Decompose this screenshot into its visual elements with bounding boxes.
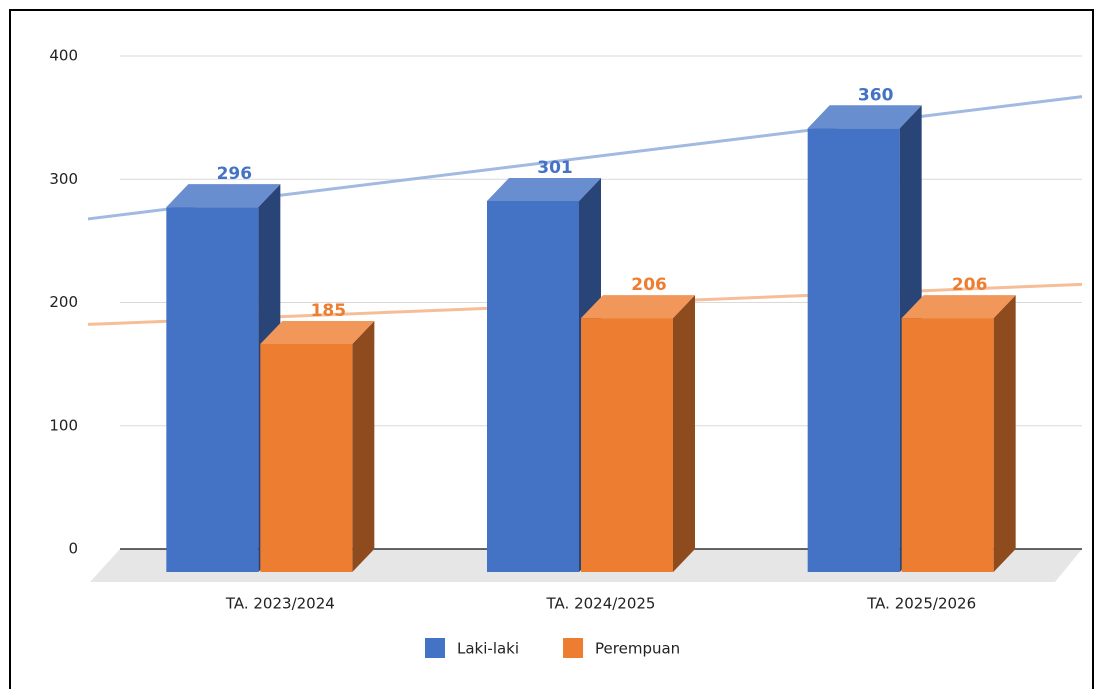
y-tick-label: 100 (49, 416, 78, 434)
bar-top (487, 178, 601, 202)
bar-top (807, 105, 922, 129)
value-label: 185 (311, 301, 347, 321)
value-label: 301 (537, 158, 573, 178)
bar (581, 318, 673, 572)
bar-side (352, 320, 375, 572)
legend-label: Perempuan (595, 640, 680, 658)
value-label: 296 (217, 164, 253, 184)
x-tick-label: TA. 2024/2025 (546, 595, 656, 613)
bar-side (993, 295, 1016, 572)
bar (487, 201, 579, 572)
y-tick-label: 400 (49, 47, 78, 65)
bar (260, 343, 353, 572)
bar-top (260, 320, 375, 344)
value-label: 360 (858, 85, 894, 105)
x-tick-label: TA. 2023/2024 (225, 595, 335, 613)
legend-swatch (425, 638, 445, 658)
value-label: 206 (631, 275, 667, 295)
x-tick-label: TA. 2025/2026 (866, 595, 976, 613)
y-tick-label: 200 (49, 293, 78, 311)
bar-top (166, 184, 281, 208)
bar (807, 128, 900, 573)
bar-side (673, 295, 695, 572)
y-tick-label: 300 (49, 170, 78, 188)
legend-label: Laki-laki (457, 640, 519, 658)
legend-swatch (563, 638, 584, 658)
value-label: 206 (952, 275, 988, 295)
bar-top (901, 295, 1016, 319)
bar-top (581, 295, 695, 319)
bar (166, 207, 259, 572)
y-tick-label: 0 (68, 540, 78, 558)
bar (901, 318, 994, 572)
